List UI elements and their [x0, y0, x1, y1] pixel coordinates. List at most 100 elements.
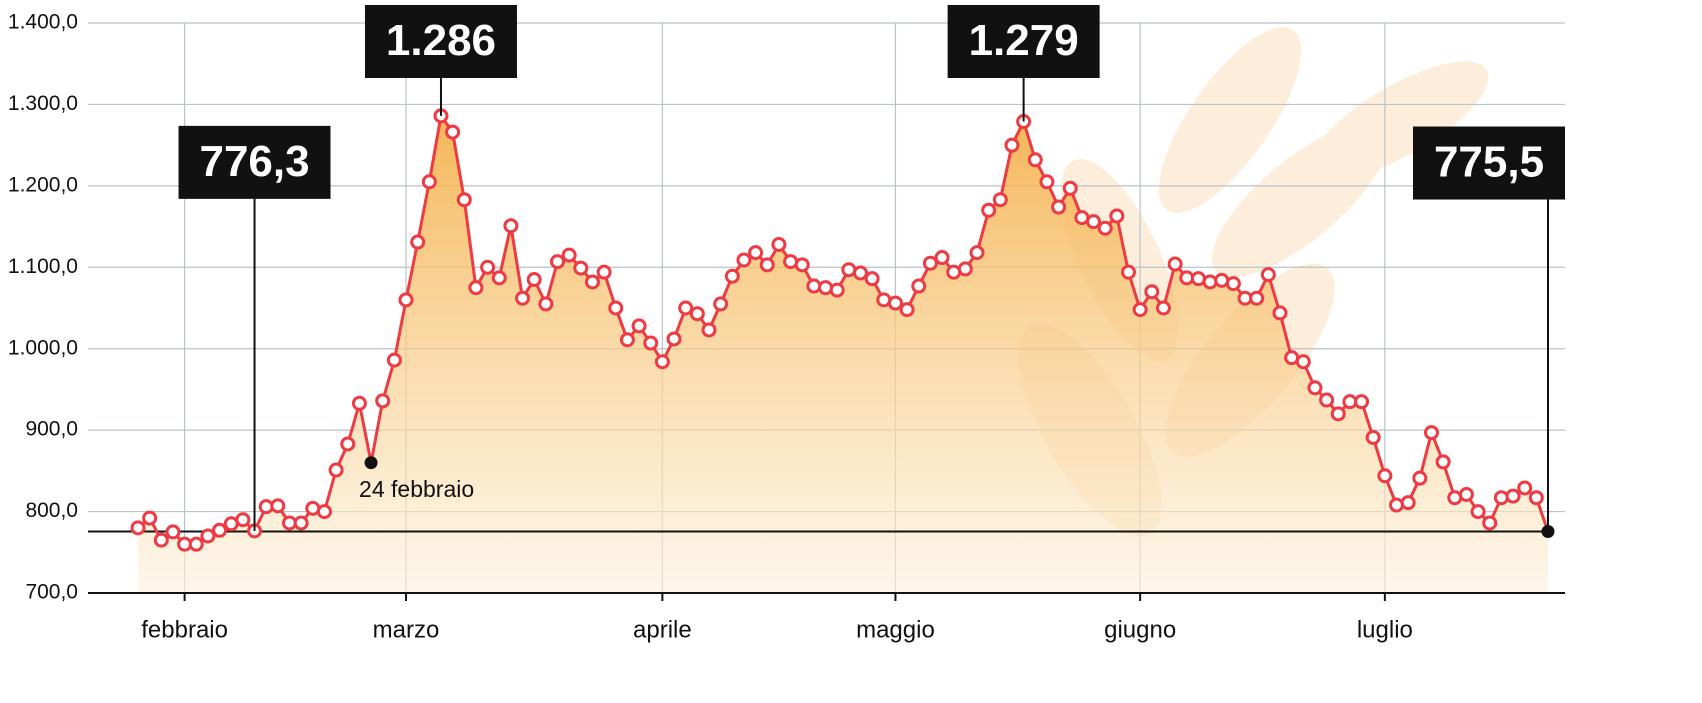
point: [1051, 199, 1067, 215]
point: [1039, 174, 1055, 190]
point: [468, 280, 484, 296]
label-box: [364, 5, 517, 78]
x-tick-label: marzo: [373, 616, 440, 643]
point: [270, 498, 286, 514]
point: [724, 268, 740, 284]
point: [794, 257, 810, 273]
point: [957, 261, 973, 277]
point: [1027, 152, 1043, 168]
point: [1505, 488, 1521, 504]
point: [573, 260, 589, 276]
point: [1447, 490, 1463, 506]
point: [1132, 302, 1148, 318]
point: [398, 292, 414, 308]
point: [188, 536, 204, 552]
point: [130, 520, 146, 536]
point: [666, 331, 682, 347]
point: [550, 254, 566, 270]
point: [689, 306, 705, 322]
y-tick-label: 800,0: [25, 499, 78, 522]
point: [584, 274, 600, 290]
point: [1295, 354, 1311, 370]
point: [1260, 267, 1276, 283]
point: [1377, 468, 1393, 484]
point: [538, 296, 554, 312]
point: [1214, 272, 1230, 288]
point: [771, 236, 787, 252]
point: [1155, 300, 1171, 316]
y-tick-label: 1.000,0: [8, 336, 78, 359]
y-tick-label: 1.100,0: [8, 255, 78, 278]
point: [818, 280, 834, 296]
point: [305, 500, 321, 516]
value-label: 775,5: [1434, 138, 1544, 187]
annotation: 24 febbraio: [359, 476, 474, 502]
y-tick-label: 1.200,0: [8, 173, 78, 196]
point: [736, 252, 752, 268]
point: [1365, 429, 1381, 445]
point: [1120, 264, 1136, 280]
point: [701, 322, 717, 338]
point: [1062, 180, 1078, 196]
point: [713, 296, 729, 312]
point: [1097, 220, 1113, 236]
point: [934, 250, 950, 266]
point: [678, 300, 694, 316]
point: [969, 245, 985, 261]
point: [235, 512, 251, 528]
point: [852, 265, 868, 281]
y-tick-label: 1.300,0: [8, 92, 78, 115]
point: [1272, 305, 1288, 321]
point: [1482, 515, 1498, 531]
point: [643, 335, 659, 351]
point: [911, 278, 927, 294]
point: [1389, 497, 1405, 513]
point-highlight: [364, 456, 378, 470]
label-box: [1413, 126, 1565, 200]
point: [1400, 495, 1416, 511]
y-tick-label: 700,0: [25, 581, 78, 604]
point: [375, 393, 391, 409]
point: [1004, 137, 1020, 153]
point: [200, 528, 216, 544]
value-label: 1.279: [969, 16, 1079, 65]
point: [316, 504, 332, 520]
point: [631, 318, 647, 334]
point: [654, 354, 670, 370]
point: [293, 515, 309, 531]
point: [1412, 470, 1428, 486]
point: [1493, 490, 1509, 506]
point: [386, 352, 402, 368]
point: [456, 192, 472, 208]
point: [351, 395, 367, 411]
label-box: [178, 125, 331, 199]
point: [992, 192, 1008, 208]
point: [946, 264, 962, 280]
point: [480, 259, 496, 275]
point: [783, 254, 799, 270]
area: [138, 115, 1548, 594]
y-tick-label: 900,0: [25, 418, 78, 441]
point: [619, 332, 635, 348]
point: [1528, 490, 1544, 506]
point: [596, 264, 612, 280]
x-tick-label: maggio: [856, 616, 935, 643]
point: [526, 272, 542, 287]
point: [410, 234, 426, 250]
point: [340, 436, 356, 452]
point: [841, 262, 857, 278]
point: [421, 174, 437, 190]
point: [899, 302, 915, 318]
point: [887, 295, 903, 311]
point: [328, 462, 344, 478]
point: [981, 202, 997, 218]
point: [1307, 380, 1323, 396]
point: [608, 300, 624, 316]
point: [876, 292, 892, 308]
point: [1109, 208, 1125, 224]
y-tick-label: 1.400,0: [8, 11, 78, 34]
point: [491, 270, 507, 286]
point: [1144, 284, 1160, 300]
point: [561, 247, 577, 263]
